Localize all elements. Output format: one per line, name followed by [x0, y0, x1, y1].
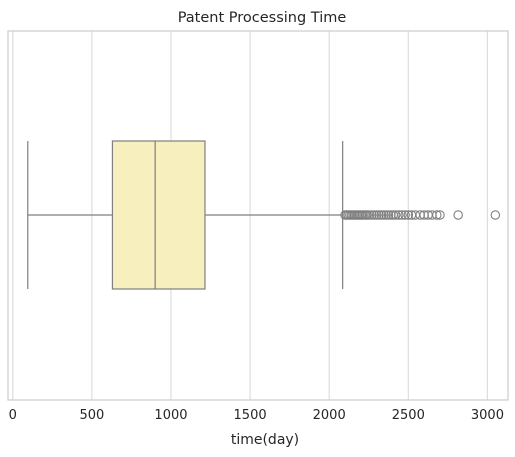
x-tick-label-0: 0 — [9, 408, 17, 423]
chart-title: Patent Processing Time — [178, 10, 347, 26]
x-tick-label-1500: 1500 — [234, 408, 267, 423]
outlier-point — [491, 211, 499, 219]
outlier-point — [454, 211, 462, 219]
x-tick-label-2500: 2500 — [392, 408, 425, 423]
x-tick-label-500: 500 — [79, 408, 104, 423]
outlier-points — [341, 211, 500, 219]
iqr-box — [112, 141, 205, 289]
box-group — [28, 141, 343, 289]
x-tick-label-2000: 2000 — [313, 408, 346, 423]
x-axis-label: time(day) — [231, 432, 299, 448]
x-tick-label-3000: 3000 — [471, 408, 504, 423]
x-tick-labels: 0 500 1000 1500 2000 2500 3000 — [9, 408, 504, 423]
x-tick-label-1000: 1000 — [154, 408, 187, 423]
